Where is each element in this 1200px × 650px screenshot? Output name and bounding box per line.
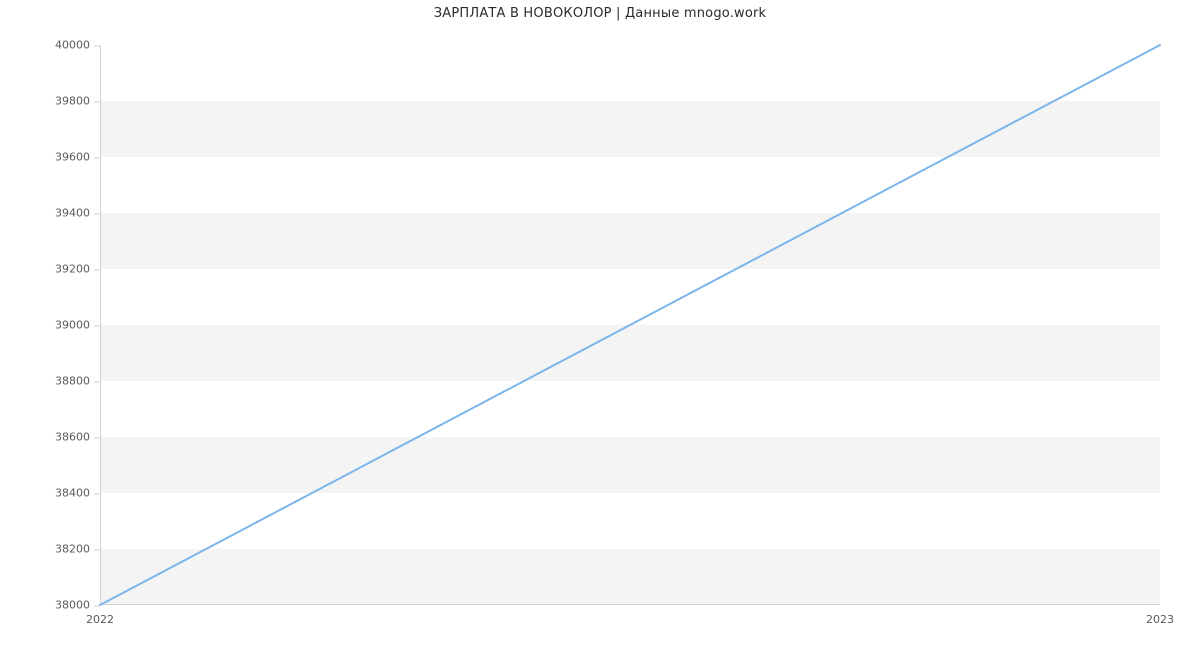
salary-chart: ЗАРПЛАТА В НОВОКОЛОР | Данные mnogo.work… — [0, 0, 1200, 650]
y-tick-label: 38400 — [55, 487, 100, 500]
y-tick-label: 38600 — [55, 431, 100, 444]
y-tick-label: 38200 — [55, 543, 100, 556]
y-tick-label: 38800 — [55, 375, 100, 388]
x-tick-label: 2023 — [1146, 605, 1174, 626]
y-tick-label: 40000 — [55, 39, 100, 52]
chart-title: ЗАРПЛАТА В НОВОКОЛОР | Данные mnogo.work — [0, 6, 1200, 21]
y-tick-label: 39000 — [55, 319, 100, 332]
y-tick-label: 39200 — [55, 263, 100, 276]
series-line-salary — [100, 45, 1160, 605]
x-tick-label: 2022 — [86, 605, 114, 626]
y-tick-label: 39600 — [55, 151, 100, 164]
plot-area: 3800038200384003860038800390003920039400… — [100, 45, 1160, 605]
line-layer — [100, 45, 1160, 605]
y-tick-label: 39800 — [55, 95, 100, 108]
y-tick-label: 39400 — [55, 207, 100, 220]
